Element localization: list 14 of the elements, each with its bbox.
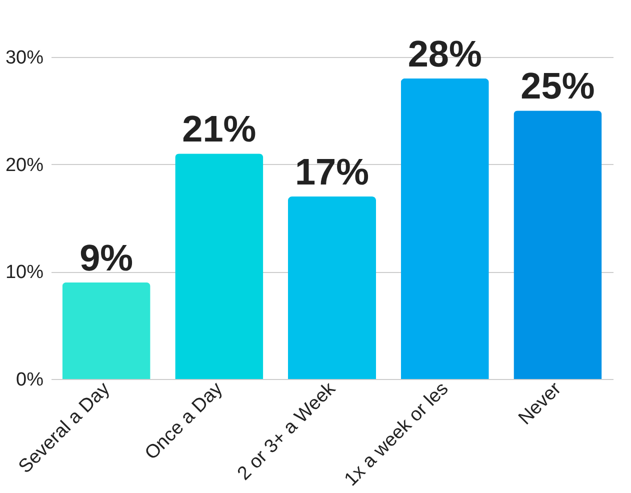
bar <box>288 196 376 379</box>
y-tick-label: 20% <box>5 154 44 176</box>
y-tick-label: 10% <box>5 262 44 284</box>
data-label: 17% <box>294 152 370 193</box>
bar <box>175 154 264 379</box>
bar <box>400 78 489 379</box>
data-label: 9% <box>80 237 134 278</box>
bar <box>514 110 602 379</box>
y-tick-label: 30% <box>5 48 44 68</box>
data-label: 28% <box>408 33 482 74</box>
data-label: 25% <box>520 66 595 107</box>
y-tick-label: 0% <box>16 370 44 390</box>
data-label: 21% <box>182 108 256 150</box>
bar <box>62 282 150 379</box>
